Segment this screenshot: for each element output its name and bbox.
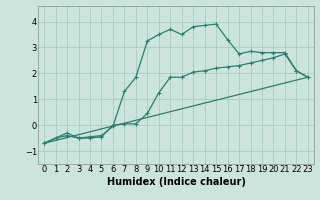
X-axis label: Humidex (Indice chaleur): Humidex (Indice chaleur) — [107, 177, 245, 187]
